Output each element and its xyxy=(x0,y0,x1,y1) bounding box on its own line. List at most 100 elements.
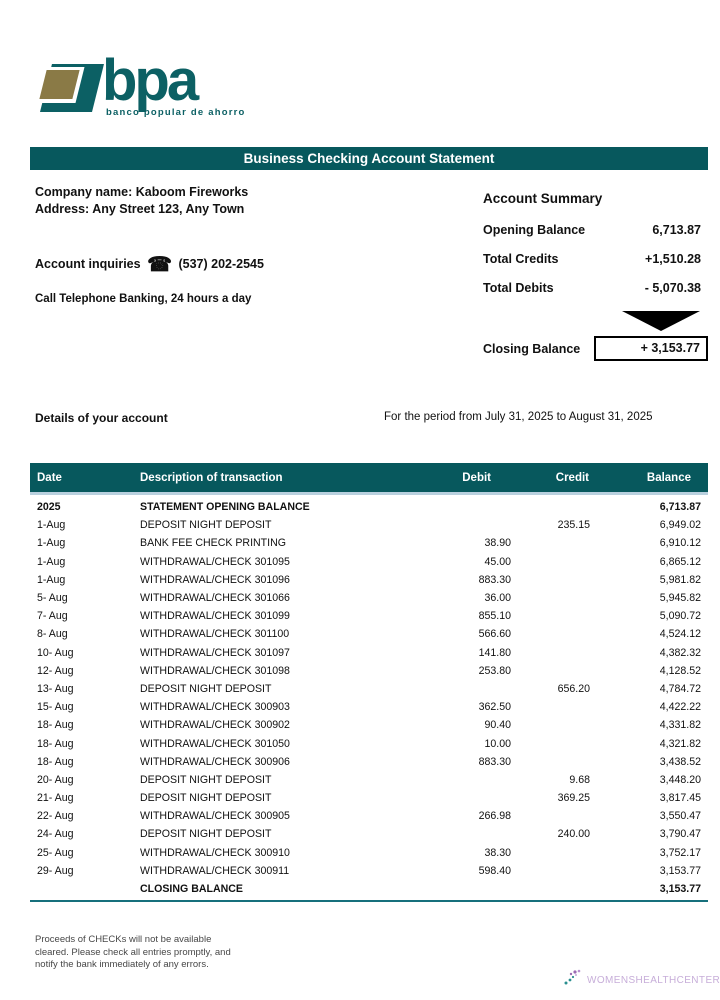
cell-description: WITHDRAWAL/CHECK 300911 xyxy=(140,864,290,877)
cell-credit: 369.25 xyxy=(557,792,590,805)
cell-date: 13- Aug xyxy=(37,682,74,695)
summary-row-debits: Total Debits - 5,070.38 xyxy=(483,281,701,295)
cell-description: WITHDRAWAL/CHECK 300910 xyxy=(140,846,290,859)
cell-debit: 141.80 xyxy=(478,646,511,659)
brand-name: bpa xyxy=(102,48,199,113)
cell-date: 1-Aug xyxy=(37,555,66,568)
cell-description: WITHDRAWAL/CHECK 301097 xyxy=(140,646,290,659)
cell-date: 1-Aug xyxy=(37,573,66,586)
cell-balance: 5,090.72 xyxy=(659,610,701,623)
cell-balance: 4,321.82 xyxy=(659,737,701,750)
cell-balance: 3,153.77 xyxy=(659,883,701,896)
transaction-row: 22- Aug WITHDRAWAL/CHECK 300905 266.98 3… xyxy=(30,807,708,825)
logo-text: bpa banco popular de ahorro xyxy=(102,48,246,119)
cell-description: WITHDRAWAL/CHECK 301096 xyxy=(140,573,290,586)
cell-debit: 38.30 xyxy=(484,846,511,859)
disclaimer-line-3: notify the bank immediately of any error… xyxy=(35,959,209,970)
cell-date: 5- Aug xyxy=(37,592,68,605)
transaction-row: 1-Aug WITHDRAWAL/CHECK 301095 45.00 6,86… xyxy=(30,553,708,571)
cell-description: BANK FEE CHECK PRINTING xyxy=(140,537,286,550)
account-inquiries-label: Account inquiries xyxy=(35,257,141,271)
cell-description: WITHDRAWAL/CHECK 301095 xyxy=(140,555,290,568)
cell-balance: 3,438.52 xyxy=(659,755,701,768)
transaction-row: 13- Aug DEPOSIT NIGHT DEPOSIT 656.20 4,7… xyxy=(30,680,708,698)
header-separator xyxy=(30,492,708,495)
cell-balance: 3,153.77 xyxy=(659,864,701,877)
account-inquiries-line: Account inquiries ☎ (537) 202-2545 xyxy=(35,252,264,277)
cell-description: WITHDRAWAL/CHECK 301050 xyxy=(140,737,290,750)
cell-debit: 883.30 xyxy=(478,755,511,768)
total-debits-value: - 5,070.38 xyxy=(644,281,701,295)
account-summary-heading: Account Summary xyxy=(483,191,603,206)
header-description: Description of transaction xyxy=(140,471,283,484)
cell-date: 1-Aug xyxy=(37,537,66,550)
cell-description: DEPOSIT NIGHT DEPOSIT xyxy=(140,792,272,805)
transaction-row: CLOSING BALANCE 3,153.77 xyxy=(30,880,708,898)
transaction-row: 7- Aug WITHDRAWAL/CHECK 301099 855.10 5,… xyxy=(30,607,708,625)
cell-date: 18- Aug xyxy=(37,755,74,768)
cell-debit: 90.40 xyxy=(484,719,511,732)
transaction-row: 20- Aug DEPOSIT NIGHT DEPOSIT 9.68 3,448… xyxy=(30,771,708,789)
cell-debit: 566.60 xyxy=(478,628,511,641)
header-debit: Debit xyxy=(462,471,491,484)
cell-description: WITHDRAWAL/CHECK 301100 xyxy=(140,628,290,641)
cell-debit: 855.10 xyxy=(478,610,511,623)
details-heading: Details of your account xyxy=(35,411,168,425)
transaction-row: 1-Aug DEPOSIT NIGHT DEPOSIT 235.15 6,949… xyxy=(30,516,708,534)
transaction-row: 29- Aug WITHDRAWAL/CHECK 300911 598.40 3… xyxy=(30,862,708,880)
cell-balance: 4,128.52 xyxy=(659,664,701,677)
watermark-site-name: WOMENSHEALTHCENTER xyxy=(587,975,720,986)
dots-swirl-icon xyxy=(563,969,585,992)
cell-description: WITHDRAWAL/CHECK 301099 xyxy=(140,610,290,623)
cell-date: 29- Aug xyxy=(37,864,74,877)
cell-debit: 253.80 xyxy=(478,664,511,677)
cell-date: 18- Aug xyxy=(37,719,74,732)
cell-date: 18- Aug xyxy=(37,737,74,750)
cell-date: 22- Aug xyxy=(37,810,74,823)
opening-balance-label: Opening Balance xyxy=(483,223,586,237)
transaction-row: 25- Aug WITHDRAWAL/CHECK 300910 38.30 3,… xyxy=(30,844,708,862)
summary-row-credits: Total Credits +1,510.28 xyxy=(483,252,701,266)
total-credits-label: Total Credits xyxy=(483,252,559,266)
cell-date: 25- Aug xyxy=(37,846,74,859)
cell-balance: 6,949.02 xyxy=(659,519,701,532)
cell-balance: 6,713.87 xyxy=(659,501,701,514)
cell-balance: 3,817.45 xyxy=(659,792,701,805)
total-debits-label: Total Debits xyxy=(483,281,554,295)
cell-balance: 3,448.20 xyxy=(659,773,701,786)
table-bottom-rule xyxy=(30,900,708,903)
cell-balance: 4,524.12 xyxy=(659,628,701,641)
cell-description: DEPOSIT NIGHT DEPOSIT xyxy=(140,773,272,786)
summary-row-opening: Opening Balance 6,713.87 xyxy=(483,223,701,237)
company-info: Company name: Kaboom Fireworks Address: … xyxy=(35,184,248,218)
cell-description: WITHDRAWAL/CHECK 300903 xyxy=(140,701,290,714)
cell-date: 10- Aug xyxy=(37,646,74,659)
cell-description: WITHDRAWAL/CHECK 300905 xyxy=(140,810,290,823)
cell-credit: 9.68 xyxy=(569,773,590,786)
cell-debit: 598.40 xyxy=(478,864,511,877)
total-credits-value: +1,510.28 xyxy=(645,252,701,266)
disclaimer-line-2: cleared. Please check all entries prompt… xyxy=(35,946,231,958)
cell-description: STATEMENT OPENING BALANCE xyxy=(140,501,310,514)
company-address-line: Address: Any Street 123, Any Town xyxy=(35,202,245,216)
cell-balance: 6,910.12 xyxy=(659,537,701,550)
header-balance: Balance xyxy=(646,471,691,484)
cell-credit: 235.15 xyxy=(557,519,590,532)
cell-debit: 362.50 xyxy=(478,701,511,714)
cell-balance: 4,382.32 xyxy=(659,646,701,659)
transaction-row: 2025 STATEMENT OPENING BALANCE 6,713.87 xyxy=(30,498,708,516)
transactions-header-row: Date Description of transaction Debit Cr… xyxy=(30,463,708,492)
cell-balance: 4,422.22 xyxy=(659,701,701,714)
transaction-row: 18- Aug WITHDRAWAL/CHECK 300902 90.40 4,… xyxy=(30,716,708,734)
account-summary: Account Summary Opening Balance 6,713.87… xyxy=(483,191,701,310)
telephone-banking-line: Call Telephone Banking, 24 hours a day xyxy=(35,293,252,305)
cell-description: WITHDRAWAL/CHECK 300902 xyxy=(140,719,290,732)
closing-balance-label: Closing Balance xyxy=(483,342,581,356)
cell-debit: 38.90 xyxy=(484,537,511,550)
transaction-row: 1-Aug WITHDRAWAL/CHECK 301096 883.30 5,9… xyxy=(30,571,708,589)
cell-balance: 3,752.17 xyxy=(659,846,701,859)
cell-date: 2025 xyxy=(37,501,61,514)
cell-date: 12- Aug xyxy=(37,664,74,677)
cell-date: 20- Aug xyxy=(37,773,74,786)
transactions-table: Date Description of transaction Debit Cr… xyxy=(30,463,708,903)
